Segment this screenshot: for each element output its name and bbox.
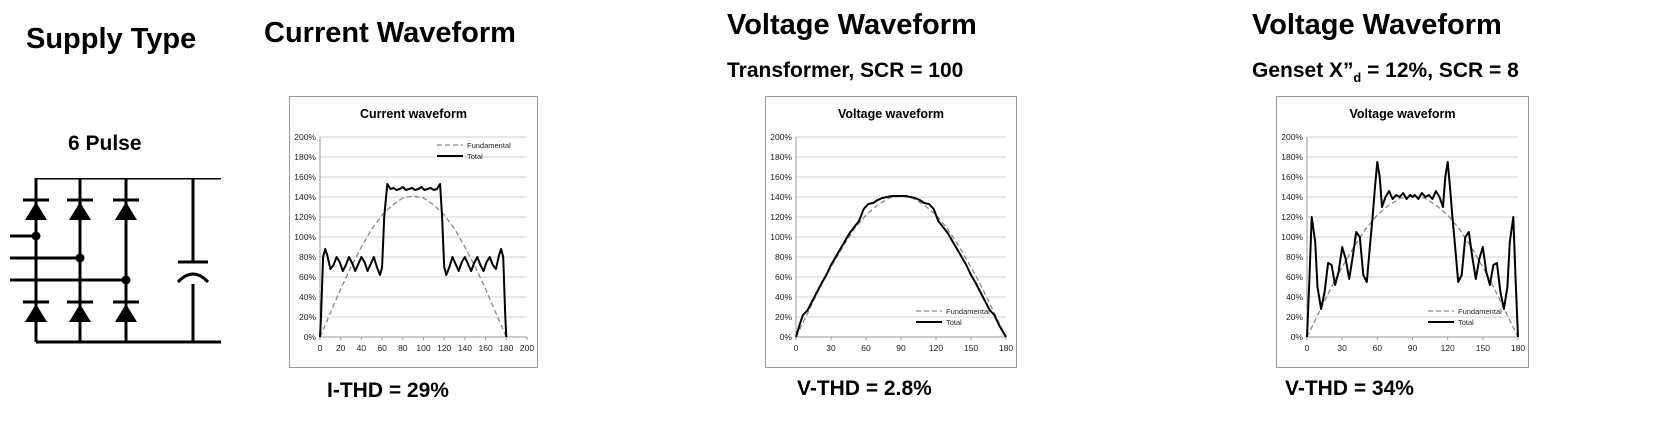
y-tick-label: 60%: [1286, 272, 1303, 282]
y-tick-label: 100%: [770, 232, 792, 242]
series-line-total: [1306, 161, 1519, 338]
x-tick-label: 180: [499, 343, 513, 353]
x-tick-label: 20: [336, 343, 346, 353]
y-tick-label: 180%: [770, 152, 792, 162]
legend-label: Fundamental: [946, 307, 990, 316]
x-tick-label: 30: [1337, 343, 1347, 353]
genset-suffix: = 12%, SCR = 8: [1361, 59, 1519, 82]
x-tick-label: 60: [377, 343, 387, 353]
current-waveform-chart: Current waveform 0% 20% 40% 60% 80% 100% 120% 14…: [289, 96, 538, 368]
chart-title: Current waveform: [360, 107, 467, 121]
genset-subheading: Genset X”d = 12%, SCR = 8: [1252, 59, 1519, 85]
x-tick-label: 0: [794, 343, 799, 353]
legend-label: Total: [1458, 318, 1474, 327]
y-tick-label: 160%: [770, 172, 792, 182]
transformer-subheading: Transformer, SCR = 100: [727, 59, 964, 82]
y-tick-label: 0%: [1291, 332, 1304, 342]
y-tick-label: 180%: [1281, 152, 1303, 162]
supply-type-heading: Supply Type: [26, 23, 197, 55]
y-tick-label: 200%: [1281, 132, 1303, 142]
y-tick-label: 180%: [294, 152, 316, 162]
voltage-waveform-chart-genset: Voltage waveform 0% 20% 40% 60% 80% 100% 120% 14…: [1276, 96, 1529, 368]
legend-label: Fundamental: [467, 141, 511, 150]
x-tick-label: 30: [826, 343, 836, 353]
chart-title: Voltage waveform: [838, 107, 944, 121]
x-tick-label: 0: [318, 343, 323, 353]
x-tick-label: 90: [1408, 343, 1418, 353]
x-tick-label: 200: [520, 343, 534, 353]
y-tick-label: 200%: [770, 132, 792, 142]
x-tick-label: 80: [398, 343, 408, 353]
x-tick-label: 60: [861, 343, 871, 353]
y-tick-label: 0%: [780, 332, 793, 342]
x-tick-label: 100: [416, 343, 430, 353]
y-tick-label: 40%: [775, 292, 792, 302]
y-tick-label: 120%: [1281, 212, 1303, 222]
y-tick-label: 100%: [294, 232, 316, 242]
x-tick-label: 40: [357, 343, 367, 353]
x-tick-label: 120: [437, 343, 451, 353]
y-tick-label: 40%: [1286, 292, 1303, 302]
voltage-waveform-heading-2: Voltage Waveform: [1252, 9, 1502, 41]
x-tick-label: 180: [1511, 343, 1525, 353]
series-line-fundamental: [319, 195, 507, 338]
y-tick-label: 100%: [1281, 232, 1303, 242]
x-tick-label: 150: [964, 343, 978, 353]
y-tick-label: 120%: [294, 212, 316, 222]
y-tick-label: 0%: [304, 332, 317, 342]
y-tick-label: 120%: [770, 212, 792, 222]
voltage-thd-label-transformer: V-THD = 2.8%: [797, 377, 932, 400]
x-tick-label: 60: [1373, 343, 1383, 353]
x-tick-label: 150: [1476, 343, 1490, 353]
y-tick-label: 160%: [1281, 172, 1303, 182]
y-tick-label: 80%: [299, 252, 316, 262]
y-tick-label: 20%: [775, 312, 792, 322]
y-tick-label: 160%: [294, 172, 316, 182]
x-tick-label: 160: [479, 343, 493, 353]
chart-title: Voltage waveform: [1349, 107, 1455, 121]
legend-label: Fundamental: [1458, 307, 1502, 316]
legend-label: Total: [467, 152, 483, 161]
y-tick-label: 60%: [299, 272, 316, 282]
x-tick-label: 0: [1305, 343, 1310, 353]
genset-subscript: d: [1353, 71, 1362, 86]
x-tick-label: 180: [999, 343, 1013, 353]
series-line-total: [319, 183, 508, 338]
x-tick-label: 90: [896, 343, 906, 353]
legend-label: Total: [946, 318, 962, 327]
voltage-waveform-chart-transformer: Voltage waveform 0% 20% 40% 60% 80% 100% 120% 14…: [765, 96, 1017, 368]
voltage-waveform-heading-1: Voltage Waveform: [727, 9, 977, 41]
y-tick-label: 140%: [770, 192, 792, 202]
y-tick-label: 20%: [299, 312, 316, 322]
y-tick-label: 80%: [1286, 252, 1303, 262]
y-tick-label: 80%: [775, 252, 792, 262]
x-tick-label: 120: [1441, 343, 1455, 353]
y-tick-label: 200%: [294, 132, 316, 142]
y-tick-label: 60%: [775, 272, 792, 282]
pulse-label: 6 Pulse: [68, 132, 142, 155]
series-line-total: [795, 195, 1007, 338]
y-tick-label: 140%: [1281, 192, 1303, 202]
y-tick-label: 140%: [294, 192, 316, 202]
y-tick-label: 20%: [1286, 312, 1303, 322]
x-tick-label: 120: [929, 343, 943, 353]
voltage-thd-label-genset: V-THD = 34%: [1285, 377, 1414, 400]
x-tick-label: 140: [458, 343, 472, 353]
six-pulse-rectifier-diagram: [10, 178, 221, 344]
genset-prefix: Genset X”: [1252, 59, 1354, 82]
y-tick-label: 40%: [299, 292, 316, 302]
current-thd-label: I-THD = 29%: [327, 379, 449, 402]
current-waveform-heading: Current Waveform: [264, 17, 516, 49]
